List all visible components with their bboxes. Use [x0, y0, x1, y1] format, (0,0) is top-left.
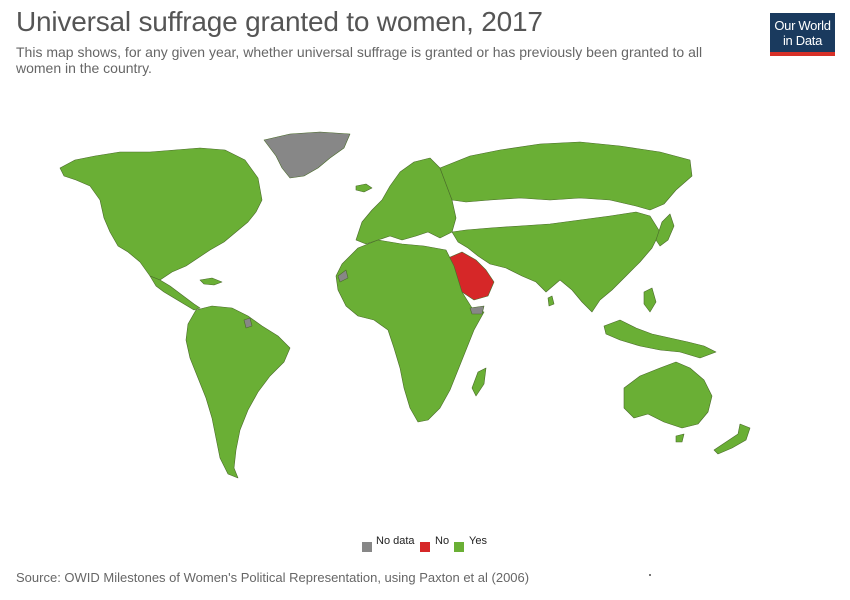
region-australia[interactable]: [623, 361, 713, 429]
region-japan[interactable]: [655, 213, 675, 247]
region-central-america[interactable]: [149, 275, 201, 311]
legend-label-no-data: No data: [376, 535, 415, 547]
region-western-sahara[interactable]: [337, 269, 349, 283]
world-map: [59, 131, 751, 479]
region-philippines[interactable]: [643, 287, 657, 313]
owid-logo[interactable]: Our World in Data: [770, 13, 835, 56]
logo-line-1: Our World: [774, 18, 831, 33]
legend-label-yes: Yes: [469, 535, 487, 547]
region-caribbean[interactable]: [199, 277, 223, 286]
legend-swatch-yes[interactable]: [454, 542, 464, 552]
region-somaliland[interactable]: [469, 305, 485, 315]
region-french-guiana[interactable]: [243, 317, 253, 329]
region-russia[interactable]: [439, 141, 693, 211]
region-new-zealand[interactable]: [713, 423, 751, 455]
region-asia[interactable]: [451, 211, 661, 313]
region-iceland[interactable]: [355, 183, 373, 193]
region-africa[interactable]: [335, 239, 485, 423]
legend: No data No Yes: [0, 530, 850, 560]
source-note: Source: OWID Milestones of Women's Polit…: [16, 570, 530, 585]
decorative-dot: [649, 574, 651, 576]
region-madagascar[interactable]: [471, 367, 487, 397]
region-sri-lanka[interactable]: [547, 295, 555, 307]
region-indonesia[interactable]: [603, 319, 717, 359]
legend-swatch-no[interactable]: [420, 542, 430, 552]
chart-subtitle: This map shows, for any given year, whet…: [16, 44, 703, 76]
legend-swatch-no-data[interactable]: [362, 542, 372, 552]
legend-label-no: No: [435, 535, 450, 547]
region-south-america[interactable]: [185, 305, 291, 479]
region-north-america[interactable]: [59, 147, 263, 281]
chart-title: Universal suffrage granted to women, 201…: [16, 6, 543, 37]
region-greenland[interactable]: [263, 131, 351, 179]
logo-line-2: in Data: [782, 33, 823, 48]
region-tasmania[interactable]: [675, 433, 685, 443]
